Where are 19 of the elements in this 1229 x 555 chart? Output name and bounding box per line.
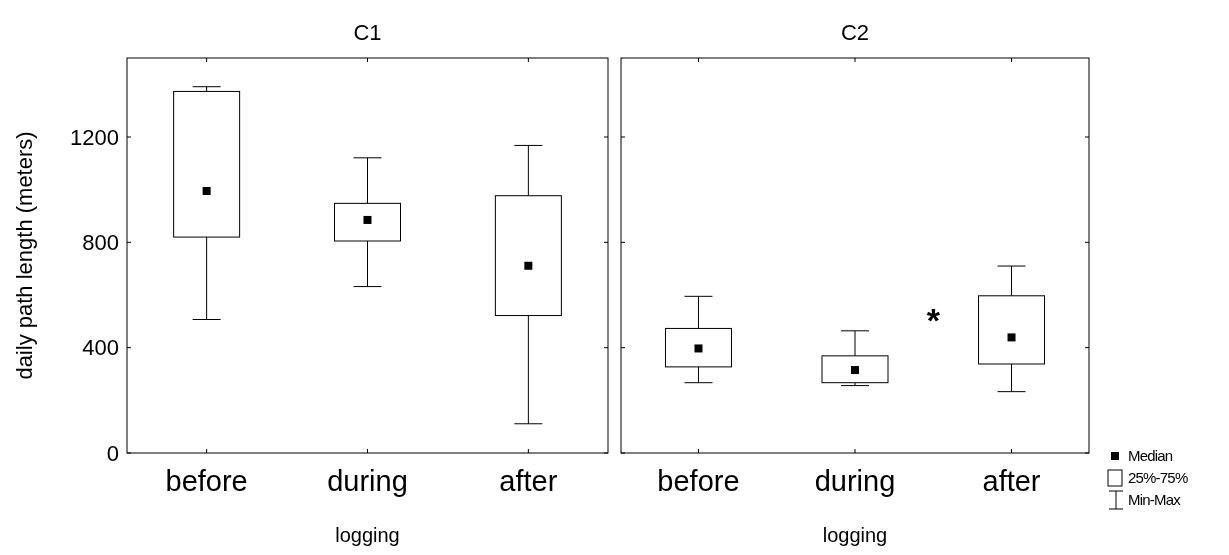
- y-tick-label: 0: [106, 440, 119, 466]
- x-tick-label: during: [327, 465, 408, 497]
- y-tick-label: 1200: [70, 124, 119, 150]
- x-tick-label: during: [814, 465, 896, 497]
- y-tick-label: 400: [82, 335, 119, 361]
- text: Median: [1128, 447, 1173, 465]
- text: Min-Max: [1128, 491, 1182, 509]
- x-tick-label: before: [165, 465, 248, 497]
- y-tick-label: 800: [82, 230, 119, 256]
- y-axis-title: daily path length (meters): [12, 131, 37, 380]
- chart-title: C1: [353, 20, 382, 45]
- annotation: *: [926, 301, 941, 339]
- text: 25%-75%: [1128, 469, 1188, 487]
- x-axis-title: logging: [335, 524, 400, 546]
- x-axis-title: logging: [822, 524, 888, 546]
- x-tick-label: after: [982, 465, 1041, 497]
- chart-title: C2: [840, 20, 870, 45]
- x-tick-label: after: [499, 465, 558, 497]
- x-tick-label: before: [657, 465, 740, 497]
